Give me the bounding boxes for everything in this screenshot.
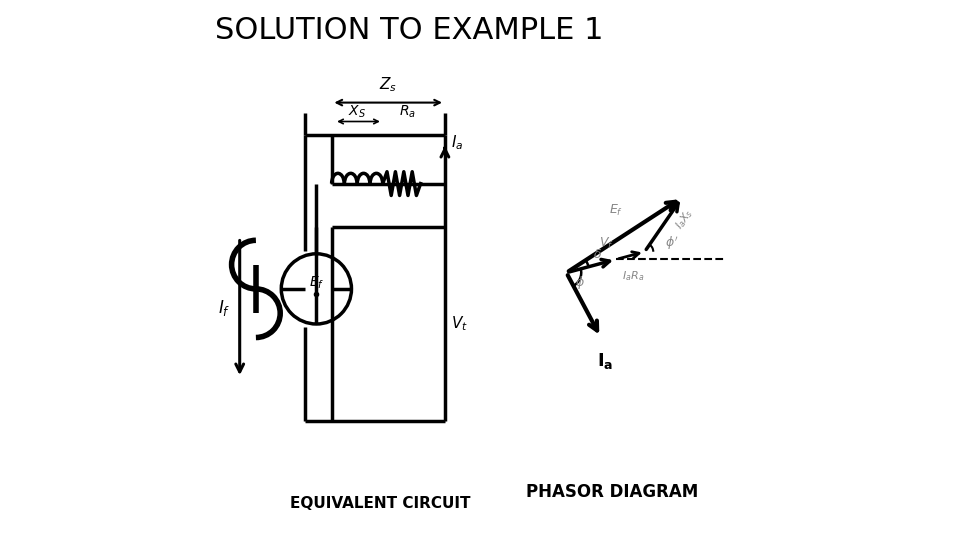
Text: $I_aX_s$: $I_aX_s$ xyxy=(673,206,697,232)
Text: $V_f$: $V_f$ xyxy=(598,236,613,251)
Text: $E_f$: $E_f$ xyxy=(309,274,324,291)
Text: $X_S$: $X_S$ xyxy=(348,104,366,120)
Text: $\phi'$: $\phi'$ xyxy=(665,235,679,252)
Text: SOLUTION TO EXAMPLE 1: SOLUTION TO EXAMPLE 1 xyxy=(215,16,604,45)
Text: $R_a$: $R_a$ xyxy=(398,104,416,120)
Text: $\mathbf{I_a}$: $\mathbf{I_a}$ xyxy=(597,350,613,370)
Text: $E_f$: $E_f$ xyxy=(610,202,624,218)
Text: PHASOR DIAGRAM: PHASOR DIAGRAM xyxy=(526,483,699,501)
Text: $I_f$: $I_f$ xyxy=(218,298,230,318)
Text: $V_t$: $V_t$ xyxy=(451,315,468,333)
Text: EQUIVALENT CIRCUIT: EQUIVALENT CIRCUIT xyxy=(290,496,470,511)
Text: $\delta$: $\delta$ xyxy=(593,247,602,261)
Text: $I_aR_a$: $I_aR_a$ xyxy=(622,269,644,283)
Text: $\phi$: $\phi$ xyxy=(575,274,585,291)
Text: $I_a$: $I_a$ xyxy=(451,134,464,152)
Text: $Z_s$: $Z_s$ xyxy=(379,75,397,94)
